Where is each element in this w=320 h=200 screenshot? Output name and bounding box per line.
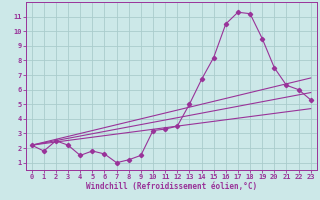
X-axis label: Windchill (Refroidissement éolien,°C): Windchill (Refroidissement éolien,°C) <box>86 182 257 191</box>
